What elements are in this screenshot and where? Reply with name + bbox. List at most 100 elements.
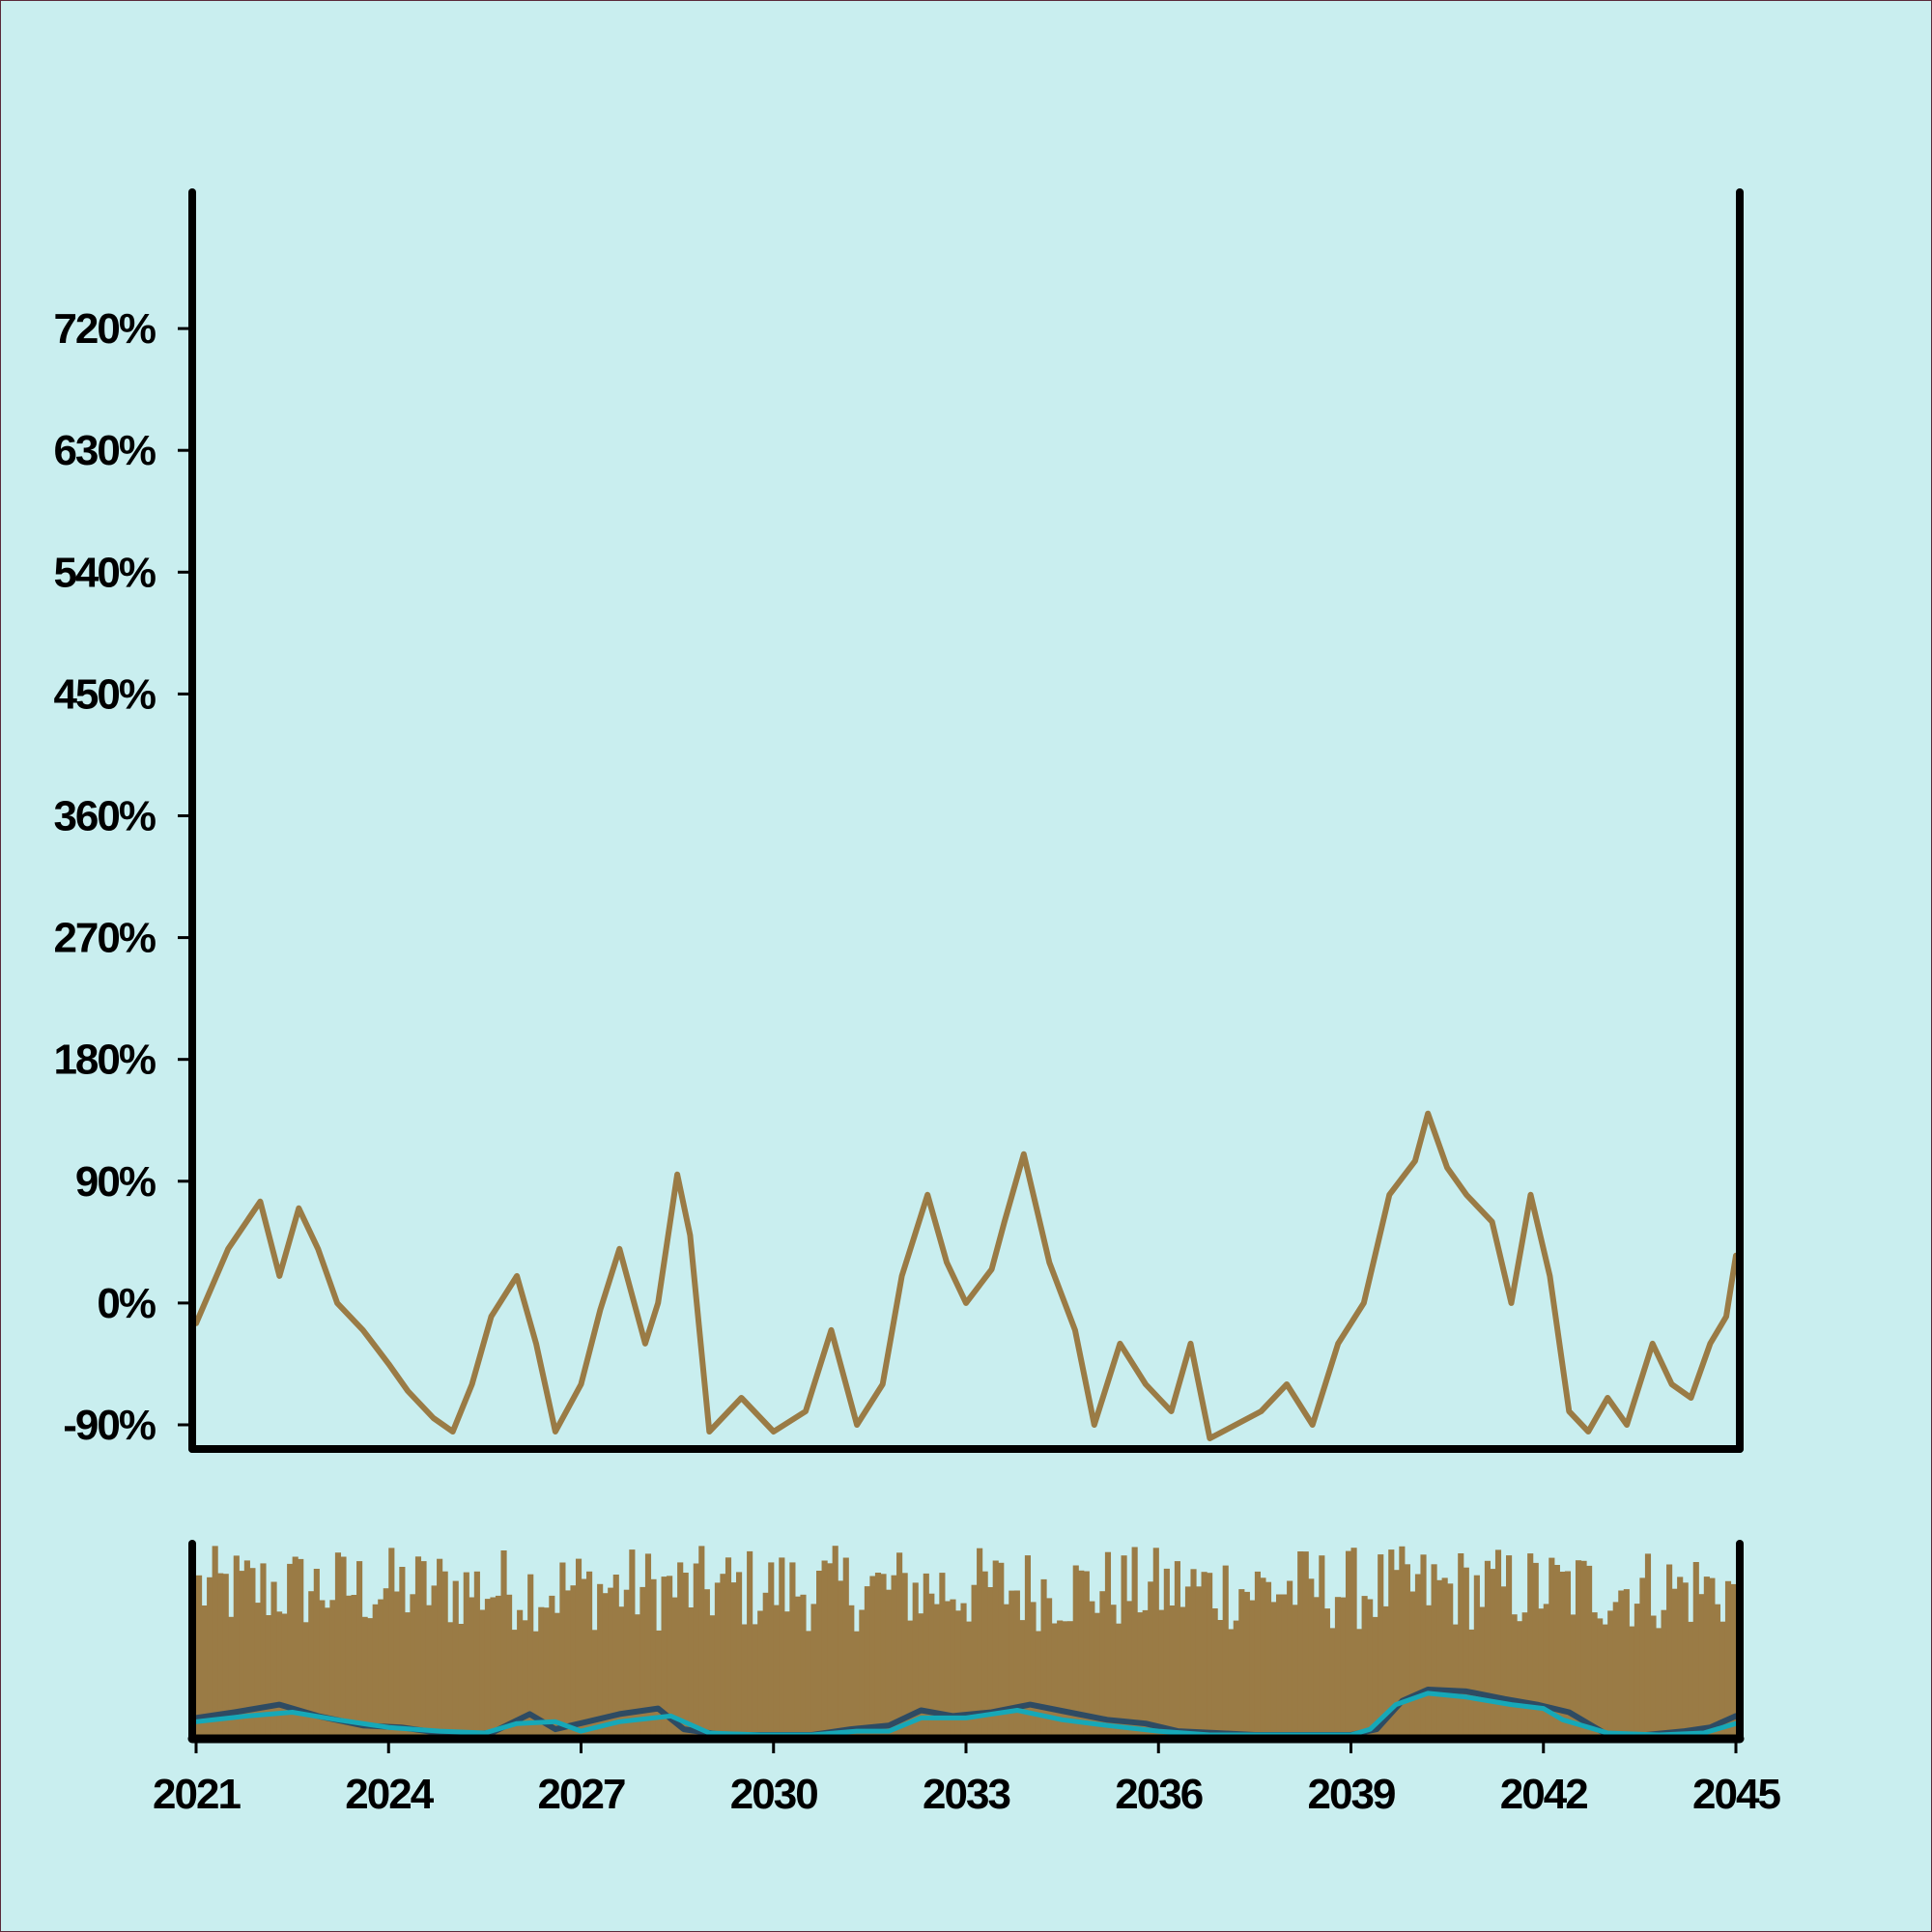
navigator-bar: [1013, 1590, 1020, 1735]
navigator-bar: [1083, 1571, 1090, 1735]
navigator-bar: [1222, 1565, 1229, 1735]
navigator-bar: [410, 1594, 416, 1735]
navigator-bar: [1682, 1582, 1689, 1735]
navigator-bar: [736, 1572, 743, 1735]
navigator-bar: [1644, 1553, 1652, 1735]
navigator-bar: [575, 1558, 582, 1735]
navigator-bar: [714, 1582, 721, 1735]
navigator-bar: [1543, 1604, 1549, 1735]
navigator-bar: [1484, 1560, 1491, 1735]
navigator-bar: [469, 1597, 475, 1735]
navigator-bar: [1329, 1628, 1336, 1735]
navigator-bar: [1548, 1557, 1555, 1735]
navigator-bar: [939, 1573, 946, 1735]
navigator-bar: [1591, 1612, 1598, 1735]
navigator-bar: [570, 1585, 577, 1735]
navigator-bar: [564, 1590, 572, 1735]
navigator-bar: [292, 1556, 298, 1735]
navigator-bar: [971, 1584, 978, 1735]
navigator-bar: [484, 1599, 492, 1735]
navigator-bar: [281, 1613, 288, 1735]
navigator-bar: [597, 1583, 604, 1735]
navigator-bar: [1148, 1581, 1154, 1735]
navigator-bar: [591, 1630, 598, 1735]
navigator-bar: [473, 1571, 480, 1735]
x-axis-ticks: 2021 2024 2027 2030 2033 2036 2039 2042 2045: [153, 1739, 1782, 1818]
navigator-bar: [239, 1571, 245, 1735]
navigator-bar: [1287, 1580, 1293, 1735]
navigator-bar: [644, 1553, 652, 1735]
navigator-bar: [864, 1586, 870, 1735]
navigator-bar: [1447, 1583, 1454, 1735]
navigator-bar: [693, 1563, 699, 1735]
x-tick-label: 2021: [153, 1771, 241, 1818]
navigator-bar: [1382, 1605, 1389, 1735]
navigator-bar: [1057, 1620, 1064, 1735]
navigator-bar: [1688, 1621, 1694, 1735]
navigator-bar: [437, 1558, 443, 1735]
navigator-bar: [869, 1576, 876, 1735]
navigator-bar: [757, 1610, 764, 1735]
navigator-bar: [1441, 1577, 1448, 1735]
navigator-bar: [1436, 1579, 1443, 1735]
navigator-bar: [671, 1597, 678, 1735]
navigator-bar: [1334, 1597, 1342, 1735]
navigator-bar: [1249, 1600, 1256, 1735]
navigator-bar: [1367, 1599, 1374, 1735]
navigator-bar: [1319, 1555, 1325, 1735]
navigator-bar: [254, 1603, 262, 1735]
navigator-bar: [1024, 1555, 1032, 1735]
navigator-bar: [779, 1557, 785, 1735]
navigator-bar: [992, 1560, 999, 1735]
navigator-bar: [340, 1556, 347, 1735]
navigator-bar: [977, 1548, 983, 1735]
navigator-bar: [608, 1587, 614, 1735]
navigator-bar: [506, 1594, 513, 1735]
navigator-bar: [1420, 1554, 1427, 1735]
navigator-bar: [1399, 1546, 1406, 1735]
navigator-bar: [383, 1588, 389, 1735]
navigator-bar: [1692, 1562, 1699, 1735]
main-series-line-0: [193, 1110, 1739, 1441]
navigator-bar: [1260, 1577, 1266, 1735]
navigator-bar: [773, 1605, 780, 1735]
navigator-bar: [302, 1622, 309, 1735]
navigator-bar: [1458, 1553, 1464, 1735]
navigator-bar: [495, 1595, 502, 1735]
navigator-bar: [682, 1573, 689, 1735]
navigator-bar: [810, 1604, 817, 1735]
x-tick-label: 2042: [1500, 1771, 1587, 1818]
navigator-bar: [1350, 1548, 1357, 1735]
navigator-bar: [1393, 1570, 1400, 1735]
navigator-bar: [1661, 1609, 1667, 1735]
navigator-bar: [1174, 1561, 1180, 1735]
navigator-bar: [196, 1575, 203, 1735]
navigator-bar: [1276, 1594, 1283, 1735]
navigator-bar: [1356, 1629, 1363, 1735]
navigator-bar: [730, 1582, 737, 1735]
navigator-bar: [265, 1615, 272, 1735]
navigator-bar: [1586, 1565, 1593, 1735]
navigator-bar: [1666, 1564, 1673, 1735]
navigator-bar: [351, 1595, 357, 1735]
navigator-bar: [527, 1574, 534, 1735]
navigator-bar: [1040, 1578, 1047, 1735]
navigator-bar: [1110, 1605, 1117, 1735]
navigator-bar: [549, 1595, 555, 1735]
navigator-bar: [356, 1561, 363, 1735]
navigator-bar: [1698, 1594, 1705, 1735]
y-tick-label: 0%: [97, 1280, 155, 1327]
navigator-bar: [960, 1603, 967, 1735]
navigator-bar: [752, 1624, 758, 1735]
navigator-bar: [1179, 1606, 1186, 1735]
navigator-bar: [650, 1578, 657, 1735]
navigator-bar: [287, 1563, 294, 1735]
navigator-bar: [885, 1589, 893, 1735]
navigator-bar: [832, 1546, 838, 1735]
navigator-bar: [618, 1606, 625, 1735]
navigator-bar: [1281, 1594, 1288, 1735]
navigator-bar: [724, 1557, 732, 1735]
navigator-bar: [1629, 1626, 1635, 1735]
navigator-bar: [1703, 1577, 1710, 1735]
navigator-bar: [554, 1612, 560, 1735]
